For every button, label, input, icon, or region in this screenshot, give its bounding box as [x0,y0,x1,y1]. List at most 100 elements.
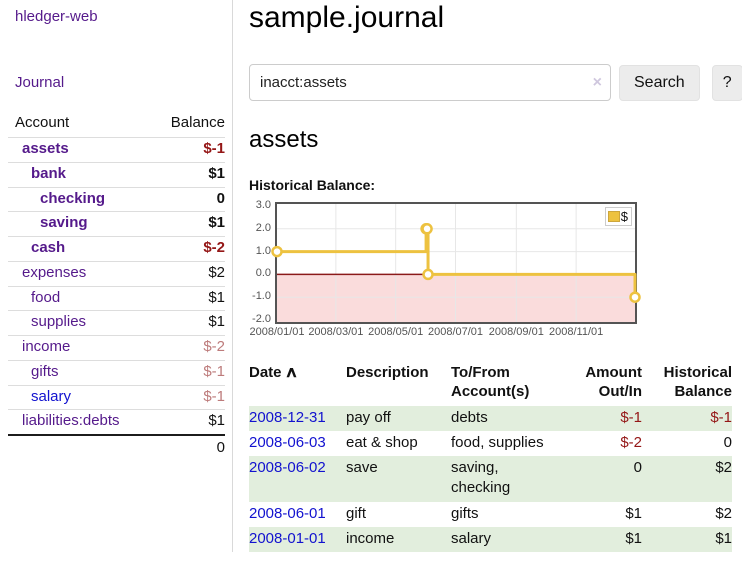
x-axis-tick-label: 2008/01/01 [249,326,305,338]
account-balance: $2 [208,263,225,281]
y-axis-tick-label: -2.0 [252,313,271,325]
accounts-column-header: To/From Account(s) [451,364,530,400]
register-row: 2008-01-01 income salary $1 $1 [249,526,732,552]
transaction-date-link[interactable]: 2008-06-03 [249,433,326,451]
account-heading: assets [249,126,319,153]
account-balance: $1 [208,313,225,331]
data-point-marker [421,223,433,235]
data-point-marker [629,291,641,303]
accounts-table: Account Balance assets $-1 bank $1 check… [8,112,225,459]
account-balance: $-1 [203,140,225,157]
transaction-amount: 0 [633,459,642,476]
register-row: 2008-06-03 eat & shop food, supplies $-2… [249,431,732,456]
account-link-expenses[interactable]: expenses [22,263,87,281]
register-row: 2008-06-02 save saving, checking 0 $2 [249,456,732,502]
account-row-liabilities-debts: liabilities:debts $1 [8,409,225,434]
transaction-amount: $-2 [620,433,642,451]
account-row-assets: assets $-1 [8,137,225,162]
account-balance: $1 [208,288,225,306]
account-balance: $1 [208,412,225,430]
account-link-cash[interactable]: cash [31,239,66,256]
account-link-food[interactable]: food [31,288,61,306]
data-point-marker [422,268,434,281]
register-table: Date ∧ Description To/From Account(s) Amo… [249,361,732,552]
transaction-balance: $-1 [710,408,732,426]
register-row: 2008-12-31 pay off debts $-1 $-1 [249,405,732,431]
transaction-accounts: gifts [451,504,479,522]
account-link-bank[interactable]: bank [31,164,67,182]
balance-column-header: Balance [170,114,225,131]
y-axis-tick-label: 3.0 [255,199,271,211]
chart-canvas [271,204,641,322]
transaction-accounts: saving, checking [451,459,511,497]
account-row-saving: saving $1 [8,211,225,236]
y-axis-tick-label: -1.0 [252,290,271,303]
date-header-label: Date [249,364,282,381]
transaction-accounts: debts [451,408,488,426]
transaction-description: eat & shop [346,433,418,451]
chart-plot-area: $ [271,202,641,324]
account-column-header: Account [15,114,70,131]
transaction-description: save [346,459,378,476]
account-link-salary[interactable]: salary [31,387,72,405]
transaction-date-link[interactable]: 2008-06-02 [249,459,326,476]
account-link-assets[interactable]: assets [22,140,69,157]
transaction-amount: $1 [625,504,642,522]
account-balance: $1 [208,164,225,182]
transaction-description: gift [346,504,367,522]
y-axis-tick-label: 1.0 [255,244,271,257]
y-axis: 3.0 2.0 1.0 0.0 -1.0 -2.0 [249,199,275,325]
brand-link[interactable]: hledger-web [15,8,98,25]
transaction-accounts: salary [451,529,492,547]
accounts-total: 0 [8,434,225,459]
account-row-checking: checking 0 [8,186,225,212]
transaction-description: pay off [346,408,391,426]
x-axis: 2008/01/01 2008/03/01 2008/05/01 2008/07/01… [249,324,639,340]
x-axis-tick-label: 2008/09/01 [488,326,544,338]
nav-journal-link[interactable]: Journal [15,74,65,91]
register-row: 2008-06-01 gift gifts $1 $2 [249,502,732,527]
x-axis-tick-label: 2008/03/01 [308,326,364,338]
balance-column-header: Historical Balance [663,364,732,400]
search-input[interactable] [249,64,611,101]
x-axis-tick-label: 2008/07/01 [427,326,484,338]
transaction-date-link[interactable]: 2008-12-31 [249,408,326,426]
account-link-liabilities-debts[interactable]: liabilities:debts [22,412,120,430]
sort-ascending-icon[interactable]: ∧ [284,364,298,381]
account-link-gifts[interactable]: gifts [31,362,59,380]
account-link-supplies[interactable]: supplies [31,313,87,331]
account-row-bank: bank $1 [8,161,225,187]
account-balance: 0 [216,189,225,207]
help-button[interactable]: ? [711,64,742,101]
page-title: sample.journal [249,1,445,34]
date-column-header[interactable]: Date ∧ [249,361,346,406]
account-row-expenses: expenses $2 [8,260,225,286]
account-link-checking[interactable]: checking [40,189,106,207]
description-column-header: Description [346,364,429,381]
account-link-income[interactable]: income [22,338,71,355]
chart-title: Historical Balance: [249,177,376,193]
account-row-food: food $1 [8,285,225,311]
account-row-supplies: supplies $1 [8,310,225,335]
account-balance: $-1 [203,362,225,380]
y-axis-tick-label: 0.0 [255,267,271,280]
search-button[interactable]: Search [619,64,700,101]
clear-search-icon[interactable]: × [592,73,602,91]
hledger-web-app: hledger-web Journal Account Balance asse… [8,0,742,552]
transaction-balance: $2 [715,504,732,522]
transaction-amount: $-1 [620,408,642,426]
transaction-accounts: food, supplies [451,433,544,451]
transaction-date-link[interactable]: 2008-06-01 [249,504,326,522]
account-row-salary: salary $-1 [8,384,225,410]
account-row-cash: cash $-2 [8,236,225,261]
account-balance: $1 [208,214,225,232]
transaction-date-link[interactable]: 2008-01-01 [249,529,326,547]
chart-legend: $ [604,207,632,226]
account-link-saving[interactable]: saving [40,214,88,232]
legend-swatch-icon [607,211,620,222]
main-content: sample.journal × Search ? assets Histori… [233,0,742,552]
account-balance: $-1 [203,387,225,405]
y-axis-tick-label: 2.0 [255,221,271,234]
account-balance: $-2 [203,239,225,256]
x-axis-tick-label: 2008/11/01 [549,326,604,338]
